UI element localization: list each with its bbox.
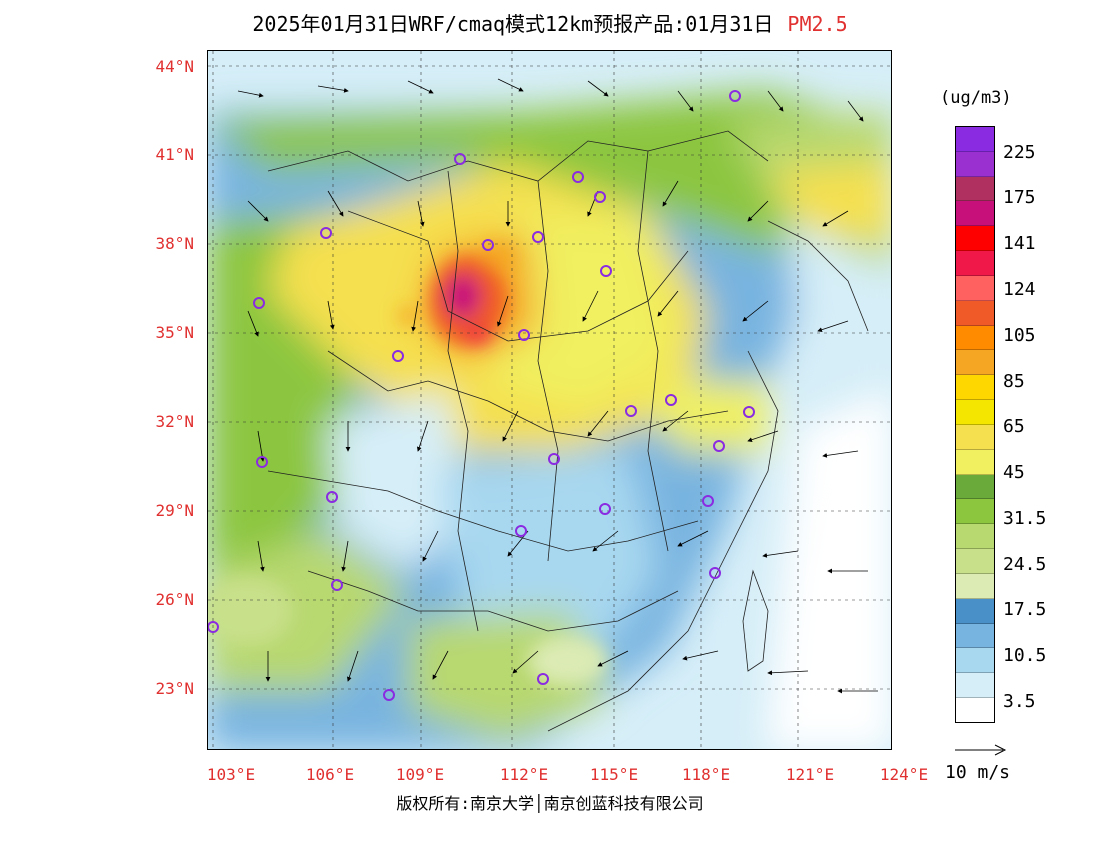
legend-level-10-5: 10.5 xyxy=(1003,645,1047,666)
color-scale-segment xyxy=(956,524,994,550)
color-scale-segment xyxy=(956,549,994,574)
legend-level-65: 65 xyxy=(1003,416,1025,437)
legend-level-225: 225 xyxy=(1003,142,1036,163)
color-scale-segment xyxy=(956,648,994,674)
lat-label-23: 23°N xyxy=(155,679,194,698)
color-scale-segment xyxy=(956,698,994,722)
color-scale-segment xyxy=(956,499,994,525)
color-scale-segment xyxy=(956,226,994,252)
legend-level-105: 105 xyxy=(1003,325,1036,346)
color-scale-segment xyxy=(956,275,994,301)
color-scale-segment xyxy=(956,375,994,401)
map-canvas xyxy=(208,51,891,749)
color-scale-segment xyxy=(956,424,994,450)
color-scale-segment xyxy=(956,474,994,500)
lat-label-38: 38°N xyxy=(155,234,194,253)
color-scale-segment xyxy=(956,673,994,699)
lat-label-26: 26°N xyxy=(155,590,194,609)
lat-label-44: 44°N xyxy=(155,57,194,76)
lat-label-32: 32°N xyxy=(155,412,194,431)
color-scale-segment xyxy=(956,573,994,599)
color-scale-segment xyxy=(956,350,994,376)
color-scale-segment xyxy=(956,598,994,624)
legend-level-45: 45 xyxy=(1003,462,1025,483)
legend-level-175: 175 xyxy=(1003,187,1036,208)
copyright-text: 版权所有:南京大学│南京创蓝科技有限公司 xyxy=(396,794,704,813)
lon-label-124: 124°E xyxy=(879,765,929,784)
lon-label-103: 103°E xyxy=(206,765,256,784)
color-scale-segment xyxy=(956,623,994,649)
lon-label-121: 121°E xyxy=(785,765,835,784)
color-scale-segment xyxy=(956,300,994,326)
legend-level-124: 124 xyxy=(1003,279,1036,300)
legend-level-85: 85 xyxy=(1003,371,1025,392)
legend-level-3-5: 3.5 xyxy=(1003,691,1036,712)
lon-label-118: 118°E xyxy=(681,765,731,784)
map-title: 2025年01月31日WRF/cmaq模式12km预报产品:01月31日 PM2.… xyxy=(0,8,1100,37)
color-scale-segment xyxy=(956,449,994,475)
color-scale-bar xyxy=(955,126,995,723)
legend-unit: (ug/m3) xyxy=(940,88,1012,108)
color-scale-segment xyxy=(956,176,994,202)
lon-label-115: 115°E xyxy=(589,765,639,784)
color-scale-segment xyxy=(956,251,994,276)
color-scale-segment xyxy=(956,127,994,152)
wind-vector-key-label: 10 m/s xyxy=(945,762,1011,783)
lon-label-112: 112°E xyxy=(499,765,549,784)
color-scale-segment xyxy=(956,151,994,177)
lat-label-35: 35°N xyxy=(155,323,194,342)
lat-label-41: 41°N xyxy=(155,145,194,164)
color-scale-segment xyxy=(956,400,994,425)
legend-level-17-5: 17.5 xyxy=(1003,599,1047,620)
legend-level-31-5: 31.5 xyxy=(1003,508,1047,529)
lat-label-29: 29°N xyxy=(155,501,194,520)
lon-label-109: 109°E xyxy=(395,765,445,784)
wind-vector-key-arrow xyxy=(955,744,1007,756)
pm25-map xyxy=(207,50,892,750)
lon-label-106: 106°E xyxy=(305,765,355,784)
station-markers xyxy=(208,90,755,701)
title-species: PM2.5 xyxy=(787,12,848,36)
color-scale-segment xyxy=(956,201,994,227)
legend-level-141: 141 xyxy=(1003,233,1036,254)
legend-level-24-5: 24.5 xyxy=(1003,554,1047,575)
color-scale-segment xyxy=(956,325,994,351)
title-main: 2025年01月31日WRF/cmaq模式12km预报产品:01月31日 xyxy=(252,12,774,36)
